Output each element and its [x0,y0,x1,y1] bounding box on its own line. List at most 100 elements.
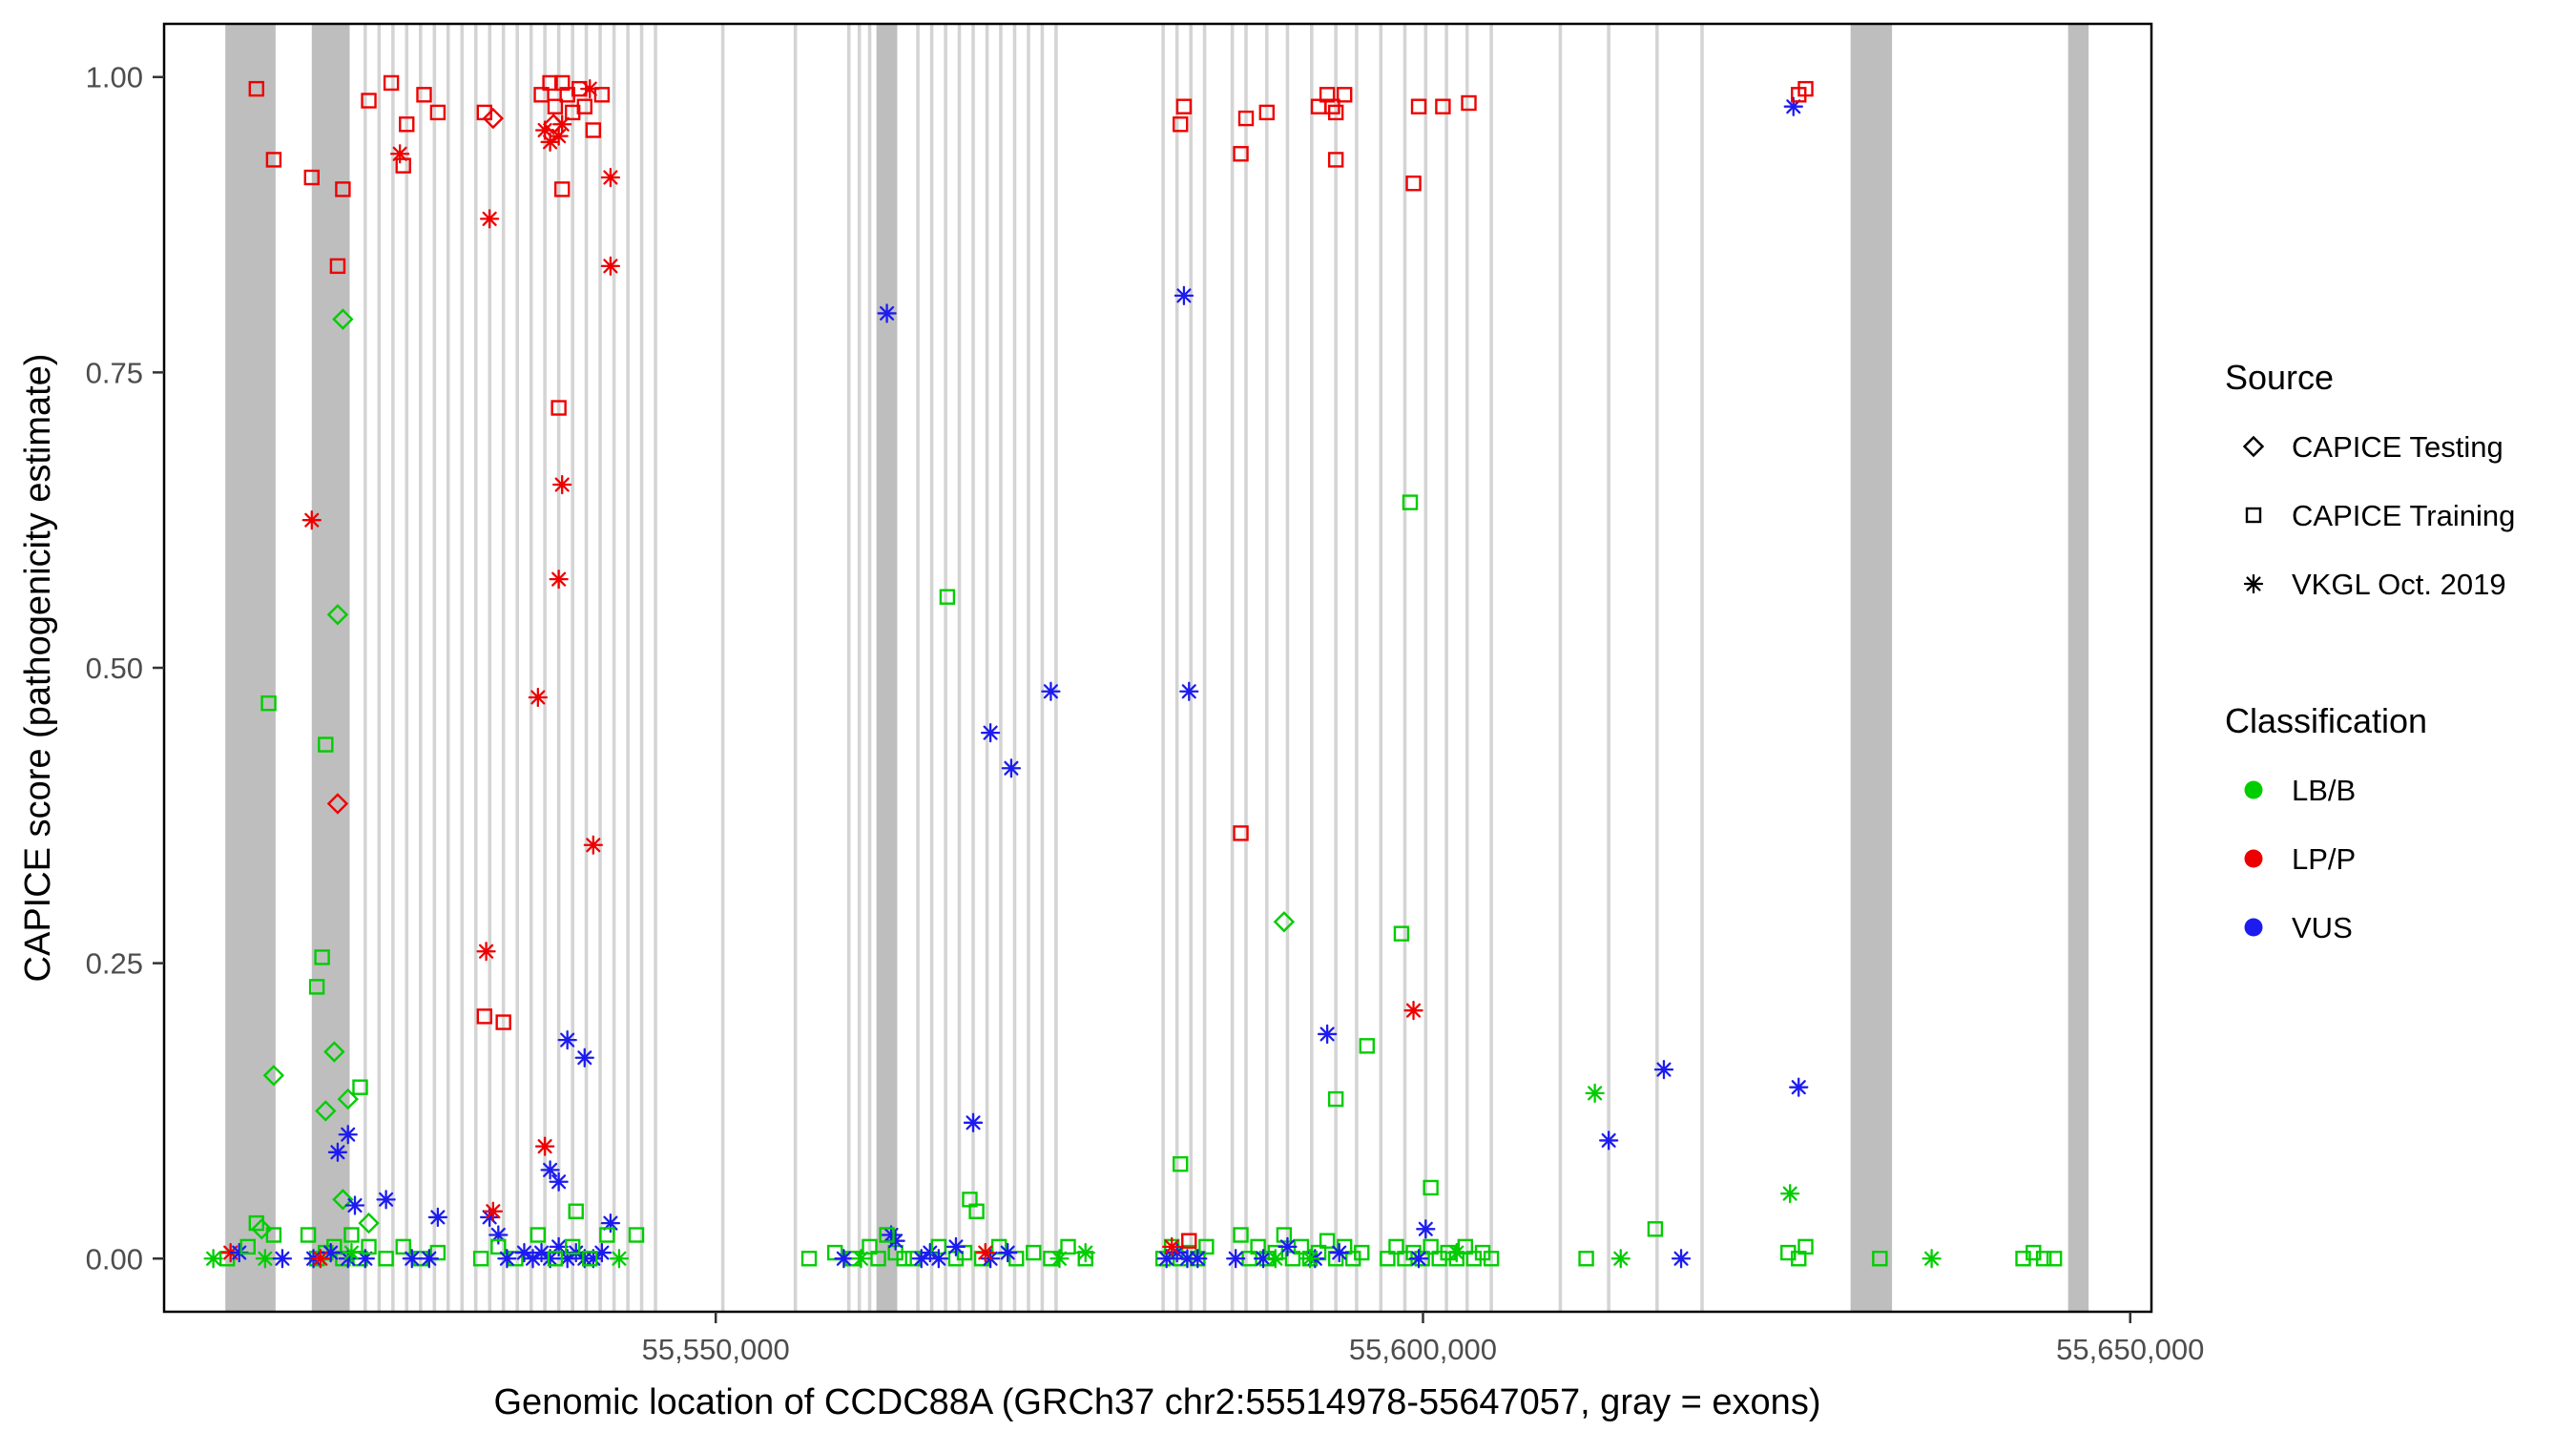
data-point [251,1218,273,1240]
data-point [376,1190,396,1210]
data-point [542,74,558,92]
data-point [260,695,277,712]
data-point [1359,1038,1375,1054]
exon-band [1379,25,1383,1311]
data-point [352,1079,368,1095]
data-point [1179,681,1199,701]
exon-band [1054,25,1058,1311]
data-point [1299,1249,1320,1269]
exon-band [1174,25,1179,1311]
exon-band [543,25,547,1311]
data-point [1872,1251,1888,1267]
exon-band [1012,25,1017,1311]
data-point [547,1251,564,1267]
exon-band [446,25,450,1311]
data-point [497,1249,517,1269]
data-point [1237,110,1255,127]
exon-band [857,25,862,1311]
legend-item-vus: VUS [2244,911,2353,944]
data-point [314,949,330,965]
exon-band [626,25,630,1311]
data-point [552,474,572,495]
data-point [416,87,432,103]
data-point [945,1236,966,1257]
data-point [928,1249,949,1269]
data-point [255,1249,276,1269]
data-point [583,835,603,855]
y-tick-label: 0.00 [86,1242,143,1275]
data-point [402,1249,422,1269]
data-point [1797,80,1814,97]
exon-band [876,25,898,1311]
color-dot-icon [2244,780,2263,799]
data-point [564,1238,581,1255]
exon-band [488,25,492,1311]
y-axis-title: CAPICE score (pathogenicity estimate) [18,354,58,983]
data-point [1060,1238,1076,1255]
data-point [1188,1249,1208,1269]
data-point [1075,1242,1095,1263]
exon-band [364,25,367,1311]
exon-band [1444,25,1448,1311]
data-point [265,1227,282,1243]
data-point [609,1249,630,1269]
exon-band [1700,25,1704,1311]
data-point [239,1238,256,1255]
x-tick-label: 55,550,000 [642,1333,790,1366]
data-point [1610,1249,1631,1269]
data-point [568,1203,584,1219]
data-point [1647,1221,1664,1237]
y-tick-label: 0.50 [86,652,143,685]
data-point [1388,1238,1404,1255]
data-point [1327,1090,1344,1108]
data-point [1354,1244,1370,1261]
data-point [329,258,346,275]
data-point [395,1238,411,1255]
data-point [476,942,496,962]
data-point [248,1214,265,1232]
data-point [308,979,325,995]
data-point [326,793,349,815]
exon-band [1558,25,1563,1311]
data-point [479,209,500,229]
data-point [975,1242,995,1263]
exon-band [529,25,533,1311]
legend-item-diamond: CAPICE Testing [2242,430,2503,464]
legend-source-items: CAPICE Testing CAPICE Training VKGL Oct. 2… [2242,430,2515,601]
data-point [327,1142,348,1162]
data-point [580,78,600,99]
exon-band [515,25,519,1311]
data-point [549,1172,569,1192]
data-point [540,132,560,153]
data-point [419,1249,439,1269]
exon-band [971,25,975,1311]
data-point [490,1238,507,1255]
exon-band [1285,25,1290,1311]
exon-band [1230,25,1235,1311]
data-point [2046,1251,2063,1267]
exon-band [377,25,382,1311]
exon-band [654,25,657,1311]
data-point [533,87,550,103]
exon-band [846,25,851,1311]
legend-class-items: LB/B LP/P VUS [2244,774,2356,944]
data-point [862,1238,878,1255]
legend-label: LB/B [2292,774,2356,807]
data-point [229,1242,249,1263]
data-point [542,114,565,135]
data-point [628,1227,645,1243]
data-point [1789,1077,1809,1097]
data-point [1173,1155,1189,1172]
data-point [1405,176,1422,192]
data-point [1233,146,1249,162]
data-point [557,1029,577,1050]
data-point [879,1227,895,1243]
exon-band [916,25,920,1311]
data-point [1336,87,1353,103]
exon-band [432,25,437,1311]
data-point [337,1088,359,1110]
data-point [528,687,548,708]
data-point [1416,1219,1436,1239]
